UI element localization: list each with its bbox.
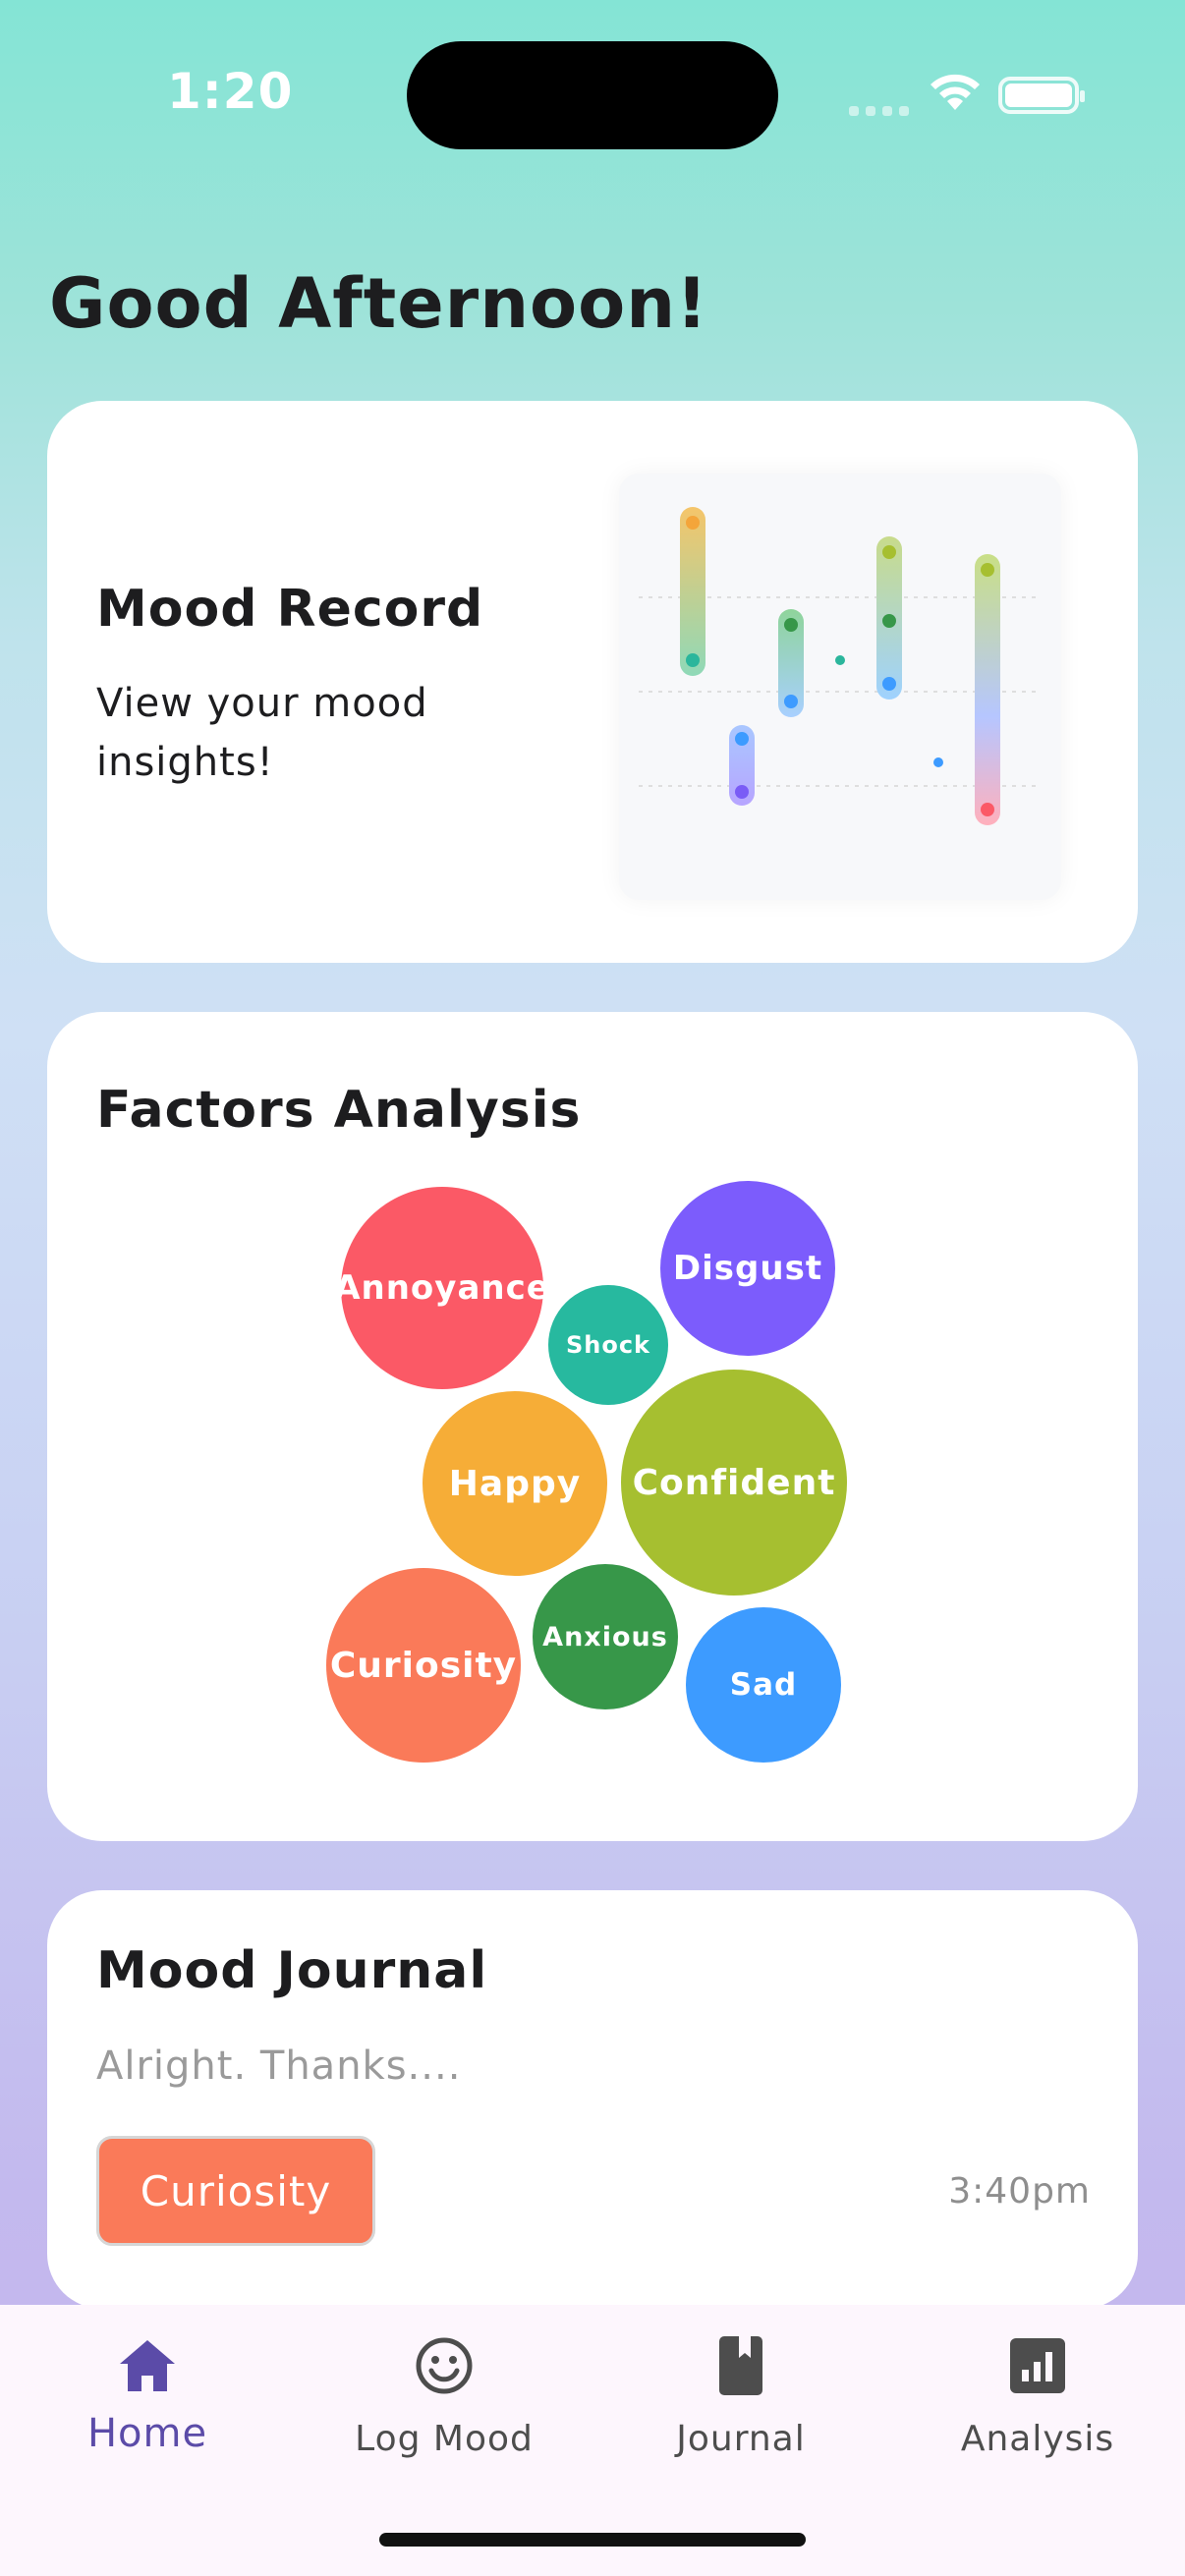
analysis-icon bbox=[1010, 2338, 1065, 2393]
tab-journal-label: Journal bbox=[676, 2419, 806, 2459]
journal-entry-preview: Alright. Thanks.... bbox=[96, 2044, 462, 2089]
bubble-annoyance[interactable]: Annoyance bbox=[334, 1187, 549, 1389]
greeting-title: Good Afternoon! bbox=[49, 263, 708, 344]
wifi-icon bbox=[931, 74, 980, 110]
factors-analysis-title: Factors Analysis bbox=[96, 1081, 582, 1140]
mood-record-card[interactable]: Mood Record View your mood insights! bbox=[47, 401, 1138, 963]
bubble-curiosity[interactable]: Curiosity bbox=[326, 1568, 521, 1763]
tab-log-mood-label: Log Mood bbox=[355, 2419, 534, 2459]
status-time: 1:20 bbox=[167, 63, 294, 120]
mood-record-title: Mood Record bbox=[96, 580, 484, 639]
journal-entry-time: 3:40pm bbox=[948, 2171, 1091, 2212]
book-icon bbox=[719, 2336, 762, 2395]
bubble-confident[interactable]: Confident bbox=[621, 1370, 847, 1596]
bubble-shock[interactable]: Shock bbox=[548, 1285, 668, 1405]
mood-journal-card[interactable]: Mood Journal Alright. Thanks.... Curiosi… bbox=[47, 1890, 1138, 2309]
bubble-sad[interactable]: Sad bbox=[686, 1607, 841, 1763]
tab-journal[interactable]: Journal bbox=[593, 2334, 888, 2501]
bubble-anxious[interactable]: Anxious bbox=[533, 1564, 678, 1709]
cellular-signal-icon bbox=[849, 102, 910, 116]
tab-home[interactable]: Home bbox=[0, 2334, 295, 2501]
tab-log-mood[interactable]: Log Mood bbox=[297, 2334, 592, 2501]
bottom-tab-bar: Home Log Mood Journal Analysis bbox=[0, 2305, 1185, 2576]
home-icon bbox=[120, 2340, 175, 2391]
bubble-disgust[interactable]: Disgust bbox=[660, 1181, 835, 1356]
mood-record-subtitle: View your mood insights! bbox=[96, 681, 428, 785]
tab-analysis-label: Analysis bbox=[960, 2419, 1115, 2459]
home-indicator bbox=[379, 2533, 806, 2547]
factors-bubble-chart: Annoyance Disgust Shock Happy Confident … bbox=[47, 1012, 1138, 1841]
tab-home-label: Home bbox=[86, 2411, 208, 2456]
mood-range-chart-thumbnail bbox=[619, 474, 1061, 900]
battery-icon bbox=[998, 77, 1085, 114]
tab-analysis[interactable]: Analysis bbox=[890, 2334, 1185, 2501]
bubble-happy[interactable]: Happy bbox=[423, 1391, 607, 1576]
mood-journal-title: Mood Journal bbox=[96, 1941, 488, 2000]
smiley-icon bbox=[416, 2337, 473, 2394]
dynamic-island bbox=[407, 41, 778, 149]
mood-tag-button[interactable]: Curiosity bbox=[96, 2136, 375, 2246]
factors-analysis-card[interactable]: Factors Analysis Annoyance Disgust Shock… bbox=[47, 1012, 1138, 1841]
